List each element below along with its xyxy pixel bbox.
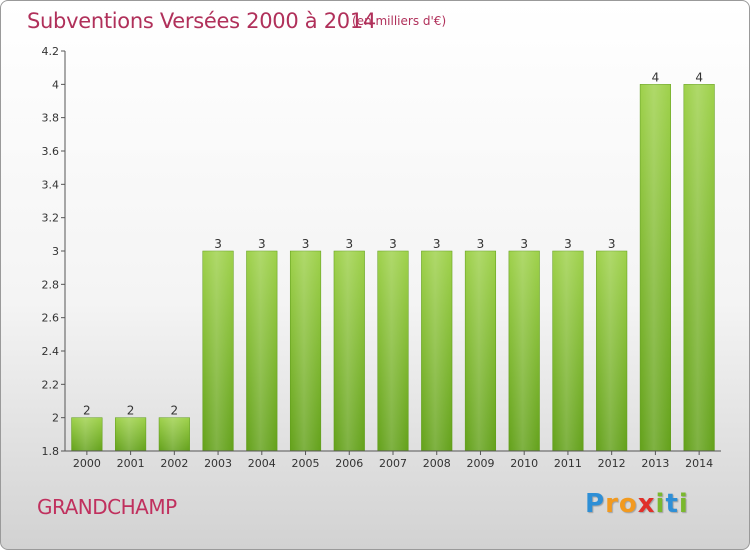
x-axis: 2000 2001 2002 2003 2004 2005 2006 2007 2008 2009…: [65, 450, 721, 470]
logo-letter: i: [678, 489, 689, 519]
y-tick-label: 2.2: [42, 378, 60, 391]
bar-shine-2004: [246, 251, 278, 451]
data-label-2003: 3: [214, 237, 222, 251]
bar-shine-2013: [640, 84, 671, 451]
bar-shine-2006: [333, 251, 365, 451]
y-tick-label: 3.6: [42, 145, 60, 158]
bar-shine-2011: [552, 251, 584, 451]
data-label-2001: 2: [127, 404, 135, 418]
x-tick-label-2005: 2005: [292, 457, 320, 470]
logo-letter: P: [585, 489, 606, 519]
x-tick-label-2012: 2012: [598, 457, 626, 470]
y-tick-label: 3.2: [42, 212, 60, 225]
x-tick-label-2003: 2003: [204, 457, 232, 470]
commune-name: GRANDCHAMP: [37, 495, 177, 519]
logo-letter: o: [618, 489, 638, 519]
bar-shine-2012: [596, 251, 627, 451]
y-tick-label: 4: [52, 78, 59, 91]
y-tick-label: 2.8: [42, 278, 60, 291]
x-tick-label-2014: 2014: [685, 457, 713, 470]
data-label-2011: 3: [564, 237, 572, 251]
y-tick-label: 2.6: [42, 312, 60, 325]
chart-subtitle: (en milliers d'€): [352, 14, 447, 28]
logo-letter: i: [655, 489, 666, 519]
logo-letter: r: [605, 489, 619, 519]
data-label-2006: 3: [345, 237, 353, 251]
chart-title: Subventions Versées 2000 à 2014: [27, 9, 376, 33]
y-tick-label: 1.8: [42, 445, 60, 458]
data-label-2013: 4: [652, 70, 660, 84]
y-axis: 1.8 2 2.2 2.4 2.6 2.8 3 3.2 3.4 3.6 3.8 4 4.2: [42, 45, 66, 458]
data-label-2005: 3: [302, 237, 310, 251]
bar-shine-2002: [159, 417, 190, 451]
y-tick-label: 4.2: [42, 45, 60, 58]
x-tick-label-2007: 2007: [379, 457, 407, 470]
y-tick-label: 3.4: [42, 178, 60, 191]
data-label-2002: 2: [171, 404, 179, 418]
y-tick-label: 3: [52, 245, 59, 258]
x-tick-label-2013: 2013: [641, 457, 669, 470]
logo-letter: x: [637, 489, 656, 519]
data-label-2012: 3: [608, 237, 616, 251]
y-tick-label: 2.4: [42, 345, 60, 358]
x-tick-label-2008: 2008: [423, 457, 451, 470]
data-label-2014: 4: [695, 70, 703, 84]
data-label-2000: 2: [83, 404, 91, 418]
bar-shine-2008: [421, 251, 453, 451]
bar-shine-2007: [377, 251, 409, 451]
y-tick-label: 3.8: [42, 112, 60, 125]
y-tick-label: 2: [52, 412, 59, 425]
x-tick-label-2002: 2002: [160, 457, 188, 470]
bar-shine-2014: [683, 84, 715, 451]
bar-shine-2001: [115, 417, 146, 451]
x-tick-label-2011: 2011: [554, 457, 582, 470]
proxiti-logo[interactable]: Proxiti: [585, 489, 689, 519]
bar-shine-2009: [465, 251, 496, 451]
data-label-2009: 3: [477, 237, 485, 251]
x-tick-label-2010: 2010: [510, 457, 538, 470]
x-tick-label-2004: 2004: [248, 457, 276, 470]
x-tick-label-2000: 2000: [73, 457, 101, 470]
data-label-2007: 3: [389, 237, 397, 251]
bars: 2 2 2 3 3 3 3 3 3 3 3 3 3 4 4: [71, 70, 715, 452]
bar-shine-2000: [71, 417, 103, 451]
x-tick-label-2009: 2009: [466, 457, 494, 470]
data-label-2010: 3: [520, 237, 528, 251]
x-tick-label-2001: 2001: [117, 457, 145, 470]
x-tick-label-2006: 2006: [335, 457, 363, 470]
logo-letter: t: [665, 489, 679, 519]
data-label-2004: 3: [258, 237, 266, 251]
bar-shine-2010: [508, 251, 540, 451]
bar-shine-2005: [290, 251, 321, 451]
bar-shine-2003: [202, 251, 234, 451]
data-label-2008: 3: [433, 237, 441, 251]
